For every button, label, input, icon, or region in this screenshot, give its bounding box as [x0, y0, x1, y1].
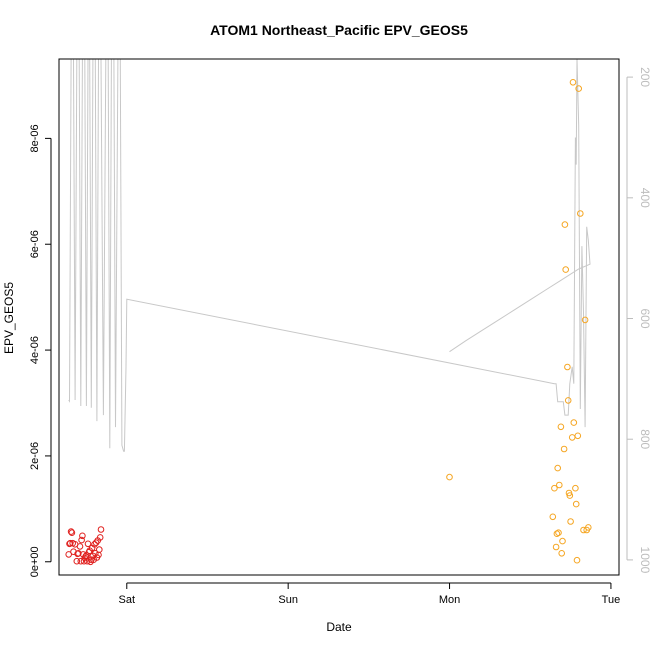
data-point — [553, 530, 561, 538]
pressure-line — [68, 59, 591, 452]
points-layer — [65, 79, 592, 566]
data-point — [76, 543, 84, 550]
y-tick-label: 2e-06 — [29, 442, 41, 470]
data-point — [559, 537, 566, 545]
data-point — [562, 266, 570, 273]
data-point — [79, 532, 86, 540]
data-point — [564, 397, 572, 404]
pressure-line-layer — [68, 59, 591, 452]
data-point — [65, 551, 72, 558]
axes-layer: Sat Sun Mon Tue 0e+00 2e-06 4e-06 6e-06 8e-06 200… — [29, 67, 650, 606]
data-point — [566, 492, 574, 499]
data-point — [572, 484, 579, 492]
x-tick-label: Sat — [119, 594, 136, 606]
data-point — [561, 221, 569, 228]
data-point — [574, 432, 582, 440]
y2-tick-label: 1000 — [638, 547, 650, 574]
y2-tick-label: 600 — [638, 308, 650, 328]
x-tick-label: Mon — [439, 594, 460, 606]
data-point — [551, 484, 558, 492]
plot-frame — [58, 58, 620, 576]
data-point — [96, 534, 104, 541]
data-point — [67, 539, 74, 547]
y-tick-label: 0e+00 — [29, 546, 41, 577]
data-point — [555, 529, 562, 537]
data-point — [67, 528, 75, 535]
data-point — [572, 500, 580, 508]
y-axis-label: EPV_GEOS5 — [2, 282, 16, 354]
y2-tick-label: 400 — [638, 188, 650, 208]
data-point — [91, 541, 98, 548]
data-point — [68, 529, 76, 537]
y-tick-label: 6e-06 — [29, 230, 41, 258]
data-point — [564, 363, 571, 371]
x-axis-label: Date — [326, 620, 352, 634]
data-point — [558, 550, 566, 557]
data-point — [567, 518, 574, 525]
data-point — [97, 526, 105, 533]
x-tick-label: Sun — [278, 594, 298, 606]
data-point — [556, 481, 563, 489]
data-point — [581, 316, 589, 324]
data-point — [78, 536, 85, 544]
data-point — [552, 543, 560, 551]
data-point — [88, 556, 95, 564]
y2-tick-label: 800 — [638, 429, 650, 449]
data-point — [557, 423, 565, 431]
data-point — [573, 556, 581, 564]
chart-title: ATOM1 Northeast_Pacific EPV_GEOS5 — [210, 22, 468, 38]
y-tick-label: 4e-06 — [29, 336, 41, 364]
data-point — [92, 550, 99, 557]
data-point — [554, 464, 562, 472]
data-point — [585, 524, 592, 531]
data-point — [73, 557, 81, 565]
y-tick-label: 8e-06 — [29, 124, 41, 152]
data-point — [575, 85, 583, 92]
data-point — [77, 557, 85, 565]
data-point — [570, 419, 578, 426]
data-point — [560, 445, 568, 453]
data-point — [549, 513, 557, 521]
data-point — [75, 550, 82, 557]
data-point — [569, 79, 577, 86]
x-tick-label: Tue — [602, 594, 621, 606]
data-point — [96, 546, 103, 553]
data-point — [84, 540, 92, 548]
data-point — [577, 210, 584, 217]
data-point — [83, 557, 91, 565]
y2-tick-label: 200 — [638, 67, 650, 87]
data-point — [446, 473, 453, 481]
data-point — [568, 434, 576, 441]
